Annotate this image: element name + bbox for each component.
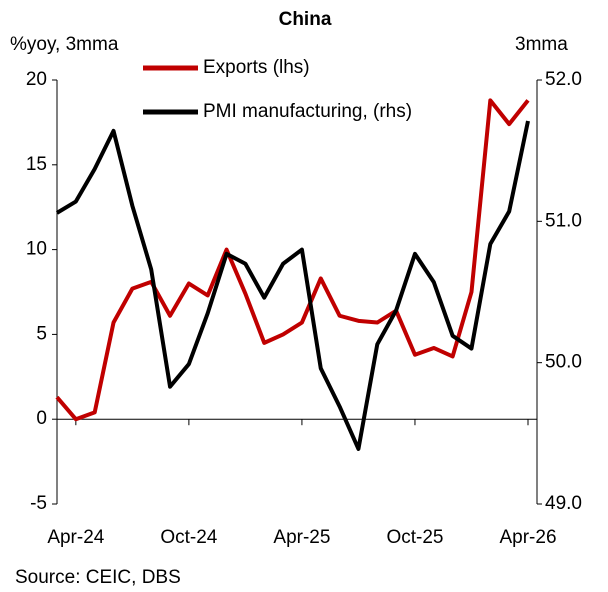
- y2-tick-label: 49.0: [545, 493, 582, 514]
- y2-tick-label: 51.0: [545, 210, 582, 231]
- y-tick-label: 5: [36, 323, 47, 344]
- y-tick-label: 10: [26, 239, 47, 260]
- legend-label: Exports (lhs): [203, 57, 310, 78]
- chart-title: China: [279, 9, 332, 30]
- y-tick-label: 20: [26, 69, 47, 90]
- series-line: [55, 120, 530, 451]
- series-line: [55, 98, 530, 422]
- x-tick-label: Apr-26: [499, 527, 556, 548]
- x-tick-label: Oct-25: [386, 527, 443, 548]
- legend-label: PMI manufacturing, (rhs): [203, 101, 412, 122]
- y2-tick-label: 52.0: [545, 69, 582, 90]
- y-axis-label: %yoy, 3mma: [10, 34, 119, 55]
- y2-tick-label: 50.0: [545, 352, 582, 373]
- source: Source: CEIC, DBS: [15, 567, 181, 588]
- y-tick-label: 0: [36, 408, 47, 429]
- y-tick-label: -5: [30, 493, 47, 514]
- y2-axis-label: 3mma: [515, 34, 568, 55]
- x-tick-label: Apr-24: [47, 527, 104, 548]
- x-tick-label: Oct-24: [160, 527, 217, 548]
- x-tick-label: Apr-25: [273, 527, 330, 548]
- y-tick-label: 15: [26, 154, 47, 175]
